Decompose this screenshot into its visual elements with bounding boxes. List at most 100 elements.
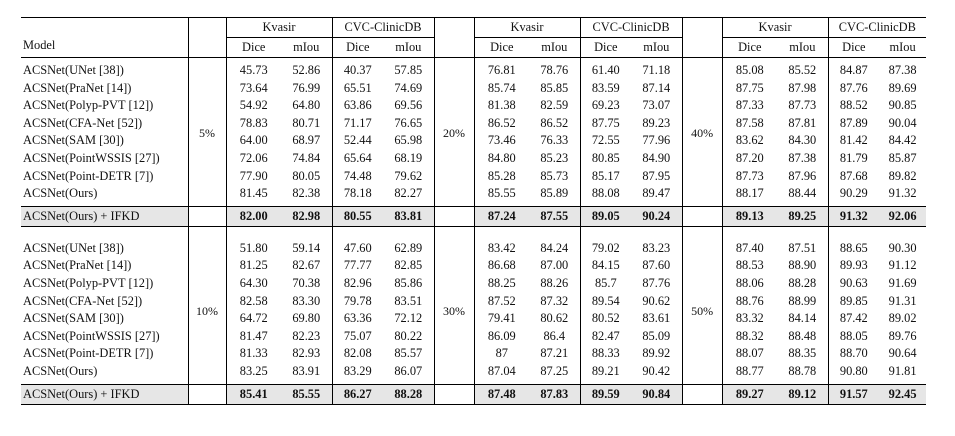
metric-value-cell: 87.38 — [888, 63, 917, 77]
metric-value-cell: 88.25 — [473, 274, 530, 293]
spacer-cell — [433, 226, 475, 236]
model-name-cell: ACSNet(UNet [38]) — [23, 240, 124, 255]
metric-value-cell: 87.38 — [788, 150, 817, 165]
metric-value-cell: 63.86 — [331, 97, 384, 115]
summary-value-cell: 92.06 — [879, 205, 927, 227]
metric-value-cell: 89.93 — [827, 257, 880, 275]
metric-value-cell: 76.33 — [540, 133, 569, 148]
metric-value-cell: 88.77 — [721, 362, 778, 384]
metric-value-cell: 75.07 — [331, 327, 384, 346]
metric-value-cell: 83.25 — [225, 362, 281, 384]
table-row: ACSNet(PraNet [14]) 73.64 76.99 65.51 74.69 8… — [21, 79, 926, 98]
metric-value-cell: 65.64 — [331, 149, 384, 168]
metric-header: mIou — [383, 37, 435, 58]
metric-value-cell: 52.44 — [331, 132, 384, 150]
metric-value-cell: 86.4 — [543, 328, 566, 343]
metric-value-cell: 78.76 — [540, 63, 569, 77]
metric-value-cell: 73.07 — [642, 98, 671, 113]
metric-value-cell: 87.73 — [788, 98, 817, 113]
metric-value-cell: 81.79 — [827, 149, 880, 168]
metric-value-cell: 85.7 — [579, 274, 632, 293]
metric-value-cell: 88.06 — [721, 274, 778, 293]
model-name-cell: ACSNet(UNet [38]) — [23, 63, 124, 77]
metric-value-cell: 51.80 — [225, 235, 281, 258]
metric-value-cell: 79.62 — [394, 168, 423, 183]
metric-value-cell: 65.51 — [331, 79, 384, 98]
metric-value-cell: 83.61 — [642, 311, 671, 326]
spacer-cell — [187, 226, 226, 236]
spacer-cell — [827, 226, 880, 236]
table-row: ACSNet(PraNet [14]) 81.25 82.67 77.77 82.85 8… — [21, 257, 926, 275]
spacer-cell — [681, 226, 723, 236]
metric-value-cell: 89.02 — [888, 311, 917, 326]
metric-value-cell: 88.08 — [579, 185, 632, 207]
metric-value-cell: 87.73 — [721, 167, 778, 186]
metric-value-cell: 74.48 — [331, 167, 384, 186]
metric-value-cell: 90.04 — [888, 115, 917, 130]
metric-value-cell: 80.85 — [579, 149, 632, 168]
model-name-cell: ACSNet(Ours) — [23, 186, 98, 201]
metric-value-cell: 81.25 — [225, 257, 281, 275]
metric-value-cell: 89.23 — [642, 115, 671, 130]
metric-value-cell: 83.62 — [721, 132, 778, 150]
metric-value-cell: 80.05 — [292, 168, 321, 183]
metric-value-cell: 87.76 — [827, 79, 880, 98]
table-row: ACSNet(UNet [38]) 5% 45.73 52.86 40.37 57.85 2… — [21, 57, 926, 207]
spacer-cell — [879, 226, 926, 236]
header-spacer — [433, 37, 475, 58]
metric-value-cell: 85.85 — [540, 80, 569, 95]
metric-value-cell: 80.71 — [292, 115, 321, 130]
metric-value-cell: 72.06 — [225, 149, 281, 168]
metric-value-cell: 91.69 — [888, 275, 917, 290]
summary-row: ACSNet(Ours) + IFKD 85.41 85.55 86.27 88.28 8… — [21, 383, 927, 405]
label-ratio-cell: 40% — [681, 57, 723, 207]
metric-value-cell: 91.31 — [888, 293, 917, 308]
spacer-cell — [721, 226, 778, 236]
metric-value-cell: 88.35 — [788, 346, 817, 361]
summary-value-cell: 89.13 — [721, 205, 778, 227]
metric-value-cell: 82.08 — [331, 345, 384, 363]
metric-value-cell: 73.46 — [473, 132, 530, 150]
metric-value-cell: 61.40 — [579, 57, 632, 80]
metric-value-cell: 62.89 — [394, 240, 423, 255]
model-name-cell: ACSNet(PointWSSIS [27]) — [23, 150, 160, 165]
metric-value-cell: 84.15 — [579, 257, 632, 275]
metric-value-cell: 85.89 — [540, 186, 569, 201]
metric-value-cell: 81.38 — [473, 97, 530, 115]
metric-value-cell: 82.85 — [394, 258, 423, 273]
metric-value-cell: 76.99 — [292, 80, 321, 95]
metric-value-cell: 88.65 — [827, 235, 880, 258]
metric-value-cell: 72.55 — [579, 132, 632, 150]
metric-value-cell: 64.00 — [225, 132, 281, 150]
header-spacer — [433, 17, 475, 38]
summary-value-cell: 85.41 — [225, 383, 281, 405]
metric-value-cell: 88.07 — [721, 345, 778, 363]
metric-value-cell: 40.37 — [331, 57, 384, 80]
metric-value-cell: 88.05 — [827, 327, 880, 346]
metric-value-cell: 87.76 — [642, 275, 671, 290]
metric-value-cell: 88.99 — [788, 293, 817, 308]
summary-value-cell: 90.84 — [631, 383, 683, 405]
metric-value-cell: 85.23 — [540, 150, 569, 165]
metric-value-cell: 82.27 — [394, 186, 423, 201]
metric-value-cell: 87.00 — [540, 258, 569, 273]
metric-value-cell: 86.09 — [473, 327, 530, 346]
summary-value-cell: 91.57 — [827, 383, 880, 405]
metric-value-cell: 77.77 — [331, 257, 384, 275]
metric-header: mIou — [529, 37, 581, 58]
metric-value-cell: 90.80 — [827, 362, 880, 384]
metric-value-cell: 81.45 — [225, 185, 281, 207]
metric-value-cell: 45.73 — [225, 57, 281, 80]
metric-value-cell: 87 — [473, 345, 530, 363]
metric-value-cell: 80.22 — [394, 328, 423, 343]
metric-value-cell: 87.75 — [721, 79, 778, 98]
metric-value-cell: 88.28 — [788, 275, 817, 290]
model-name-cell: ACSNet(PraNet [14]) — [23, 258, 132, 273]
summary-value-cell: 83.81 — [383, 205, 435, 227]
metric-header: Dice — [827, 37, 880, 58]
spacer-cell — [777, 226, 828, 236]
metric-value-cell: 76.81 — [473, 57, 530, 80]
metric-value-cell: 88.32 — [721, 327, 778, 346]
metric-value-cell: 87.68 — [827, 167, 880, 186]
metric-value-cell: 64.72 — [225, 310, 281, 328]
